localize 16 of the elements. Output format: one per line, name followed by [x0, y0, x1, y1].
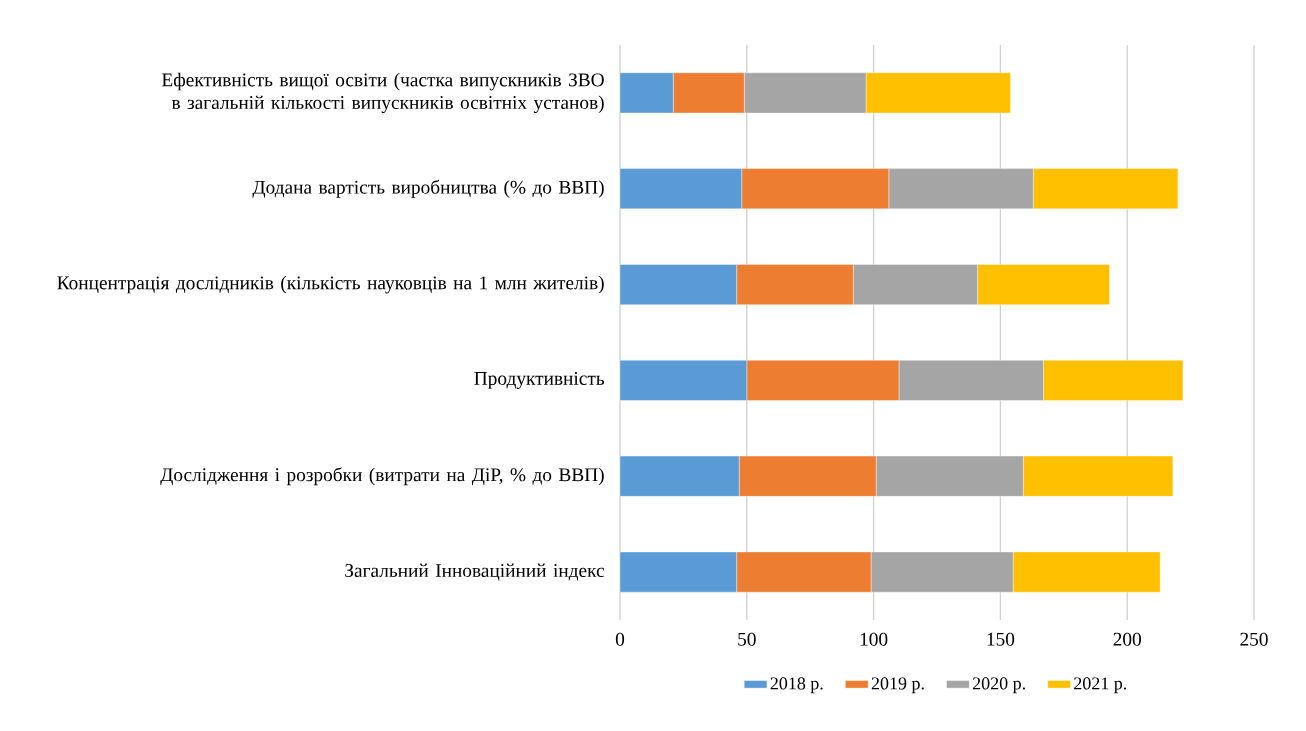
x-tick-label: 100	[860, 632, 888, 646]
y-tick-label: Ефективність вищої освіти (частка випускників ЗВО в загальній кількості випускників освітніх установ)	[161, 72, 604, 114]
y-tick-label: Продуктивність	[474, 371, 605, 389]
x-tick-label: 150	[987, 632, 1015, 646]
x-tick-label: 0	[615, 632, 625, 646]
legend-label: 2020 р.	[972, 677, 1025, 694]
legend-label: 2021 р.	[1074, 677, 1127, 694]
x-tick-label: 200	[1113, 632, 1141, 646]
y-tick-label: Дослідження і розробки (витрати на ДіР, % до ВВП)	[160, 467, 604, 486]
y-tick-label: Загальний Інноваційний індекс	[345, 563, 605, 581]
y-tick-label: Додана вартість виробництва (% до ВВП)	[252, 179, 604, 198]
y-tick-label: Концентрація дослідників (кількість науковців на 1 млн жителів)	[57, 275, 604, 294]
x-tick-label: 50	[738, 632, 756, 646]
legend-label: 2018 р.	[770, 677, 823, 694]
legend-label: 2019 р.	[871, 677, 924, 694]
x-tick-label: 250	[1240, 632, 1268, 646]
